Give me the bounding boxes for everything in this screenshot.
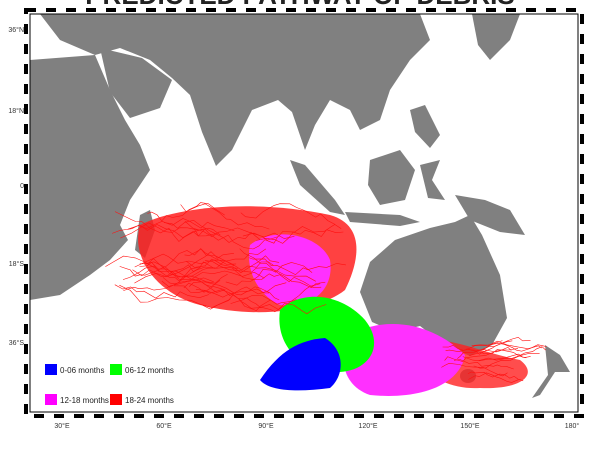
trajectory — [105, 255, 201, 282]
trajectory — [112, 224, 217, 238]
trajectory — [173, 285, 271, 311]
trajectory — [231, 267, 322, 289]
trajectory — [478, 340, 542, 351]
trajectory — [147, 202, 225, 222]
lat-label: 36°N — [8, 26, 24, 34]
pathway-12-18 — [248, 234, 331, 306]
trajectory — [444, 348, 519, 362]
legend-label: 06-12 months — [125, 366, 174, 375]
sulawesi — [420, 160, 445, 200]
trajectory — [240, 203, 336, 225]
trajectory — [225, 262, 313, 286]
trajectory — [467, 371, 519, 380]
title: PREDICTED PATHWAY OF DEBRIS — [85, 0, 515, 10]
lon-label: 180° — [565, 422, 580, 430]
trajectory — [132, 251, 234, 277]
new-guinea — [455, 195, 525, 235]
legend: 0-06 months 06-12 months 12-18 months 18-24… — [45, 364, 174, 405]
trajectory — [164, 219, 260, 243]
lat-label: 18°S — [9, 260, 25, 268]
sumatra — [290, 160, 345, 215]
legend-label: 18-24 months — [125, 396, 174, 405]
lon-label: 90°E — [258, 422, 274, 430]
java — [345, 212, 420, 226]
lat-label: 36°S — [9, 339, 25, 347]
trajectory — [248, 257, 346, 276]
trajectory — [473, 353, 540, 369]
trajectory — [239, 248, 326, 288]
legend-swatch — [45, 394, 57, 405]
axis-labels: 36°N 18°N 0 18°S 36°S 30°E 60°E 90°E 120°E 150°E 1… — [8, 26, 579, 430]
land — [30, 14, 570, 398]
pathways — [105, 202, 547, 396]
australia — [360, 215, 507, 356]
trajectory — [144, 248, 237, 268]
pathway-00-06 — [260, 338, 341, 391]
trajectory — [122, 265, 215, 280]
trajectory — [119, 266, 214, 283]
trajectory — [183, 282, 287, 296]
trajectory — [204, 260, 316, 282]
legend-label: 0-06 months — [60, 366, 104, 375]
map-frame — [29, 13, 579, 413]
trajectory — [230, 283, 321, 313]
legend-swatch — [110, 394, 122, 405]
lon-label: 120°E — [358, 422, 377, 430]
lat-label: 18°N — [8, 107, 24, 115]
lon-label: 60°E — [156, 422, 172, 430]
trajectory — [184, 220, 295, 239]
trajectory — [162, 270, 265, 285]
legend-label: 12-18 months — [60, 396, 109, 405]
trajectory — [139, 258, 226, 293]
trajectory — [469, 349, 531, 358]
trajectory — [119, 284, 231, 309]
lon-label: 30°E — [54, 422, 70, 430]
trajectory — [127, 218, 235, 232]
pathway-12-18-east — [343, 324, 465, 396]
map-border — [24, 8, 584, 418]
philippines — [410, 105, 440, 148]
trajectory — [453, 359, 514, 370]
lat-label: 0 — [20, 183, 24, 190]
legend-swatch — [110, 364, 122, 375]
trajectory — [468, 372, 524, 383]
trajectory — [114, 284, 210, 299]
africa — [30, 55, 150, 300]
trajectory — [445, 340, 513, 353]
trajectory — [120, 222, 221, 239]
trajectory — [134, 261, 238, 284]
trajectory — [180, 203, 270, 230]
trajectory — [478, 346, 547, 361]
lon-label: 150°E — [460, 422, 479, 430]
trajectory — [441, 362, 508, 377]
japan — [472, 14, 520, 60]
trajectory — [442, 340, 503, 351]
legend-swatch — [45, 364, 57, 375]
arabia — [100, 48, 172, 118]
new-zealand — [532, 345, 570, 398]
asia — [40, 14, 430, 166]
borneo — [368, 150, 415, 205]
trajectory — [194, 228, 279, 250]
trajectory — [186, 255, 280, 274]
